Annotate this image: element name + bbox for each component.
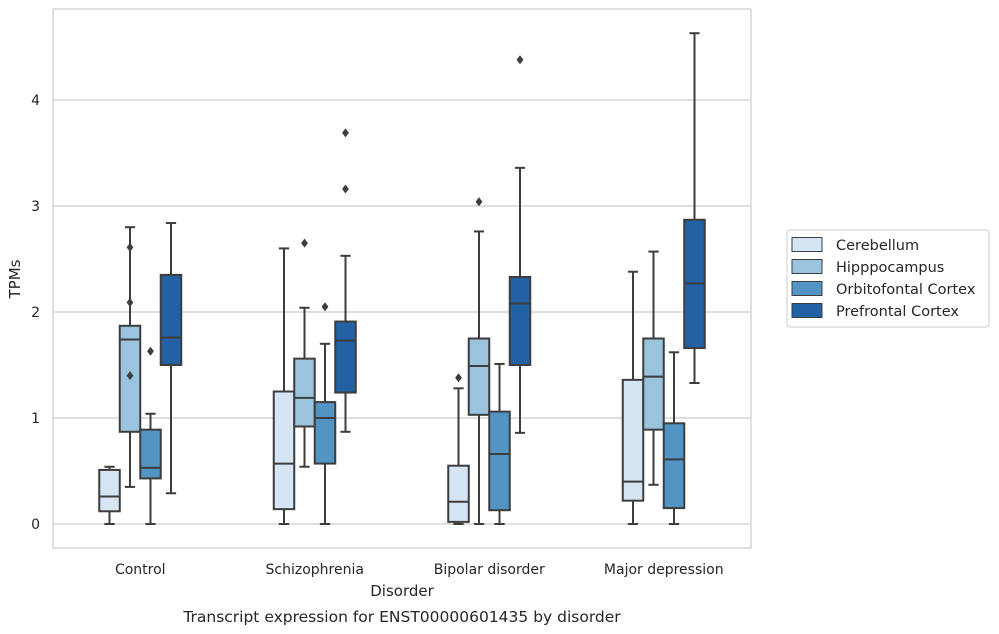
box (159, 221, 183, 495)
box-iqr (447, 464, 470, 523)
box (508, 55, 532, 434)
outlier-point (342, 184, 349, 194)
box-iqr (293, 357, 316, 428)
x-tick-label: Schizophrenia (266, 562, 364, 578)
outlier-point (126, 371, 134, 381)
outlier-point (342, 128, 349, 138)
legend-label: Hipppocampus (836, 260, 944, 276)
outlier-point (475, 197, 483, 207)
box-iqr (508, 276, 532, 366)
y-tick-label: 0 (31, 517, 40, 533)
legend-swatch (791, 281, 823, 296)
y-tick-label: 1 (31, 411, 40, 427)
legend-label: Orbitofontal Cortex (836, 282, 976, 298)
legend-swatch (791, 259, 823, 274)
box-iqr (621, 378, 645, 502)
legend-label: Cerebellum (836, 238, 919, 254)
box (118, 226, 142, 488)
outlier-point (126, 297, 134, 307)
x-axis-label: Disorder (370, 582, 434, 600)
boxes (98, 32, 706, 525)
box-iqr (313, 401, 337, 465)
outlier-point (301, 238, 308, 248)
y-tick-label: 3 (31, 199, 40, 215)
box-iqr (662, 422, 686, 510)
outlier-point (147, 346, 154, 356)
box (683, 32, 706, 385)
box (621, 270, 645, 525)
box-iqr (334, 320, 357, 394)
y-axis-label: TPMs (6, 259, 24, 299)
box (642, 250, 665, 486)
box (488, 362, 511, 525)
box-iqr (159, 273, 183, 366)
outlier-point (516, 55, 524, 65)
legend-swatch (791, 237, 823, 252)
box (98, 465, 121, 525)
box (313, 302, 337, 525)
box (293, 238, 316, 468)
x-tick-labels: Control Schizophrenia Bipolar disorder Majo… (115, 562, 724, 578)
y-tick-labels: 0 1 2 3 4 (31, 93, 40, 533)
plot-frame (52, 8, 752, 549)
box-iqr (467, 337, 491, 416)
x-tick-label: Bipolar disorder (434, 562, 545, 578)
box (139, 346, 162, 525)
box (272, 247, 296, 525)
chart-caption: Transcript expression for ENST0000060143… (182, 608, 621, 626)
box (467, 197, 491, 525)
legend: Cerebellum Hipppocampus Orbitofontal Corte… (786, 229, 990, 328)
y-tick-label: 4 (31, 93, 40, 109)
box-iqr (488, 410, 511, 512)
outlier-point (455, 373, 462, 383)
legend-frame (786, 229, 990, 328)
box-iqr (98, 468, 121, 513)
box-iqr (272, 390, 296, 511)
box (447, 373, 470, 525)
legend-swatch (791, 303, 823, 318)
x-tick-label: Control (115, 562, 166, 578)
box (334, 128, 357, 433)
outlier-point (321, 302, 329, 312)
outlier-point (126, 242, 134, 252)
box-iqr (139, 428, 162, 480)
y-tick-label: 2 (31, 305, 40, 321)
box-iqr (642, 337, 665, 431)
legend-label: Prefrontal Cortex (836, 304, 959, 320)
box (662, 351, 686, 525)
x-tick-label: Major depression (604, 562, 724, 578)
